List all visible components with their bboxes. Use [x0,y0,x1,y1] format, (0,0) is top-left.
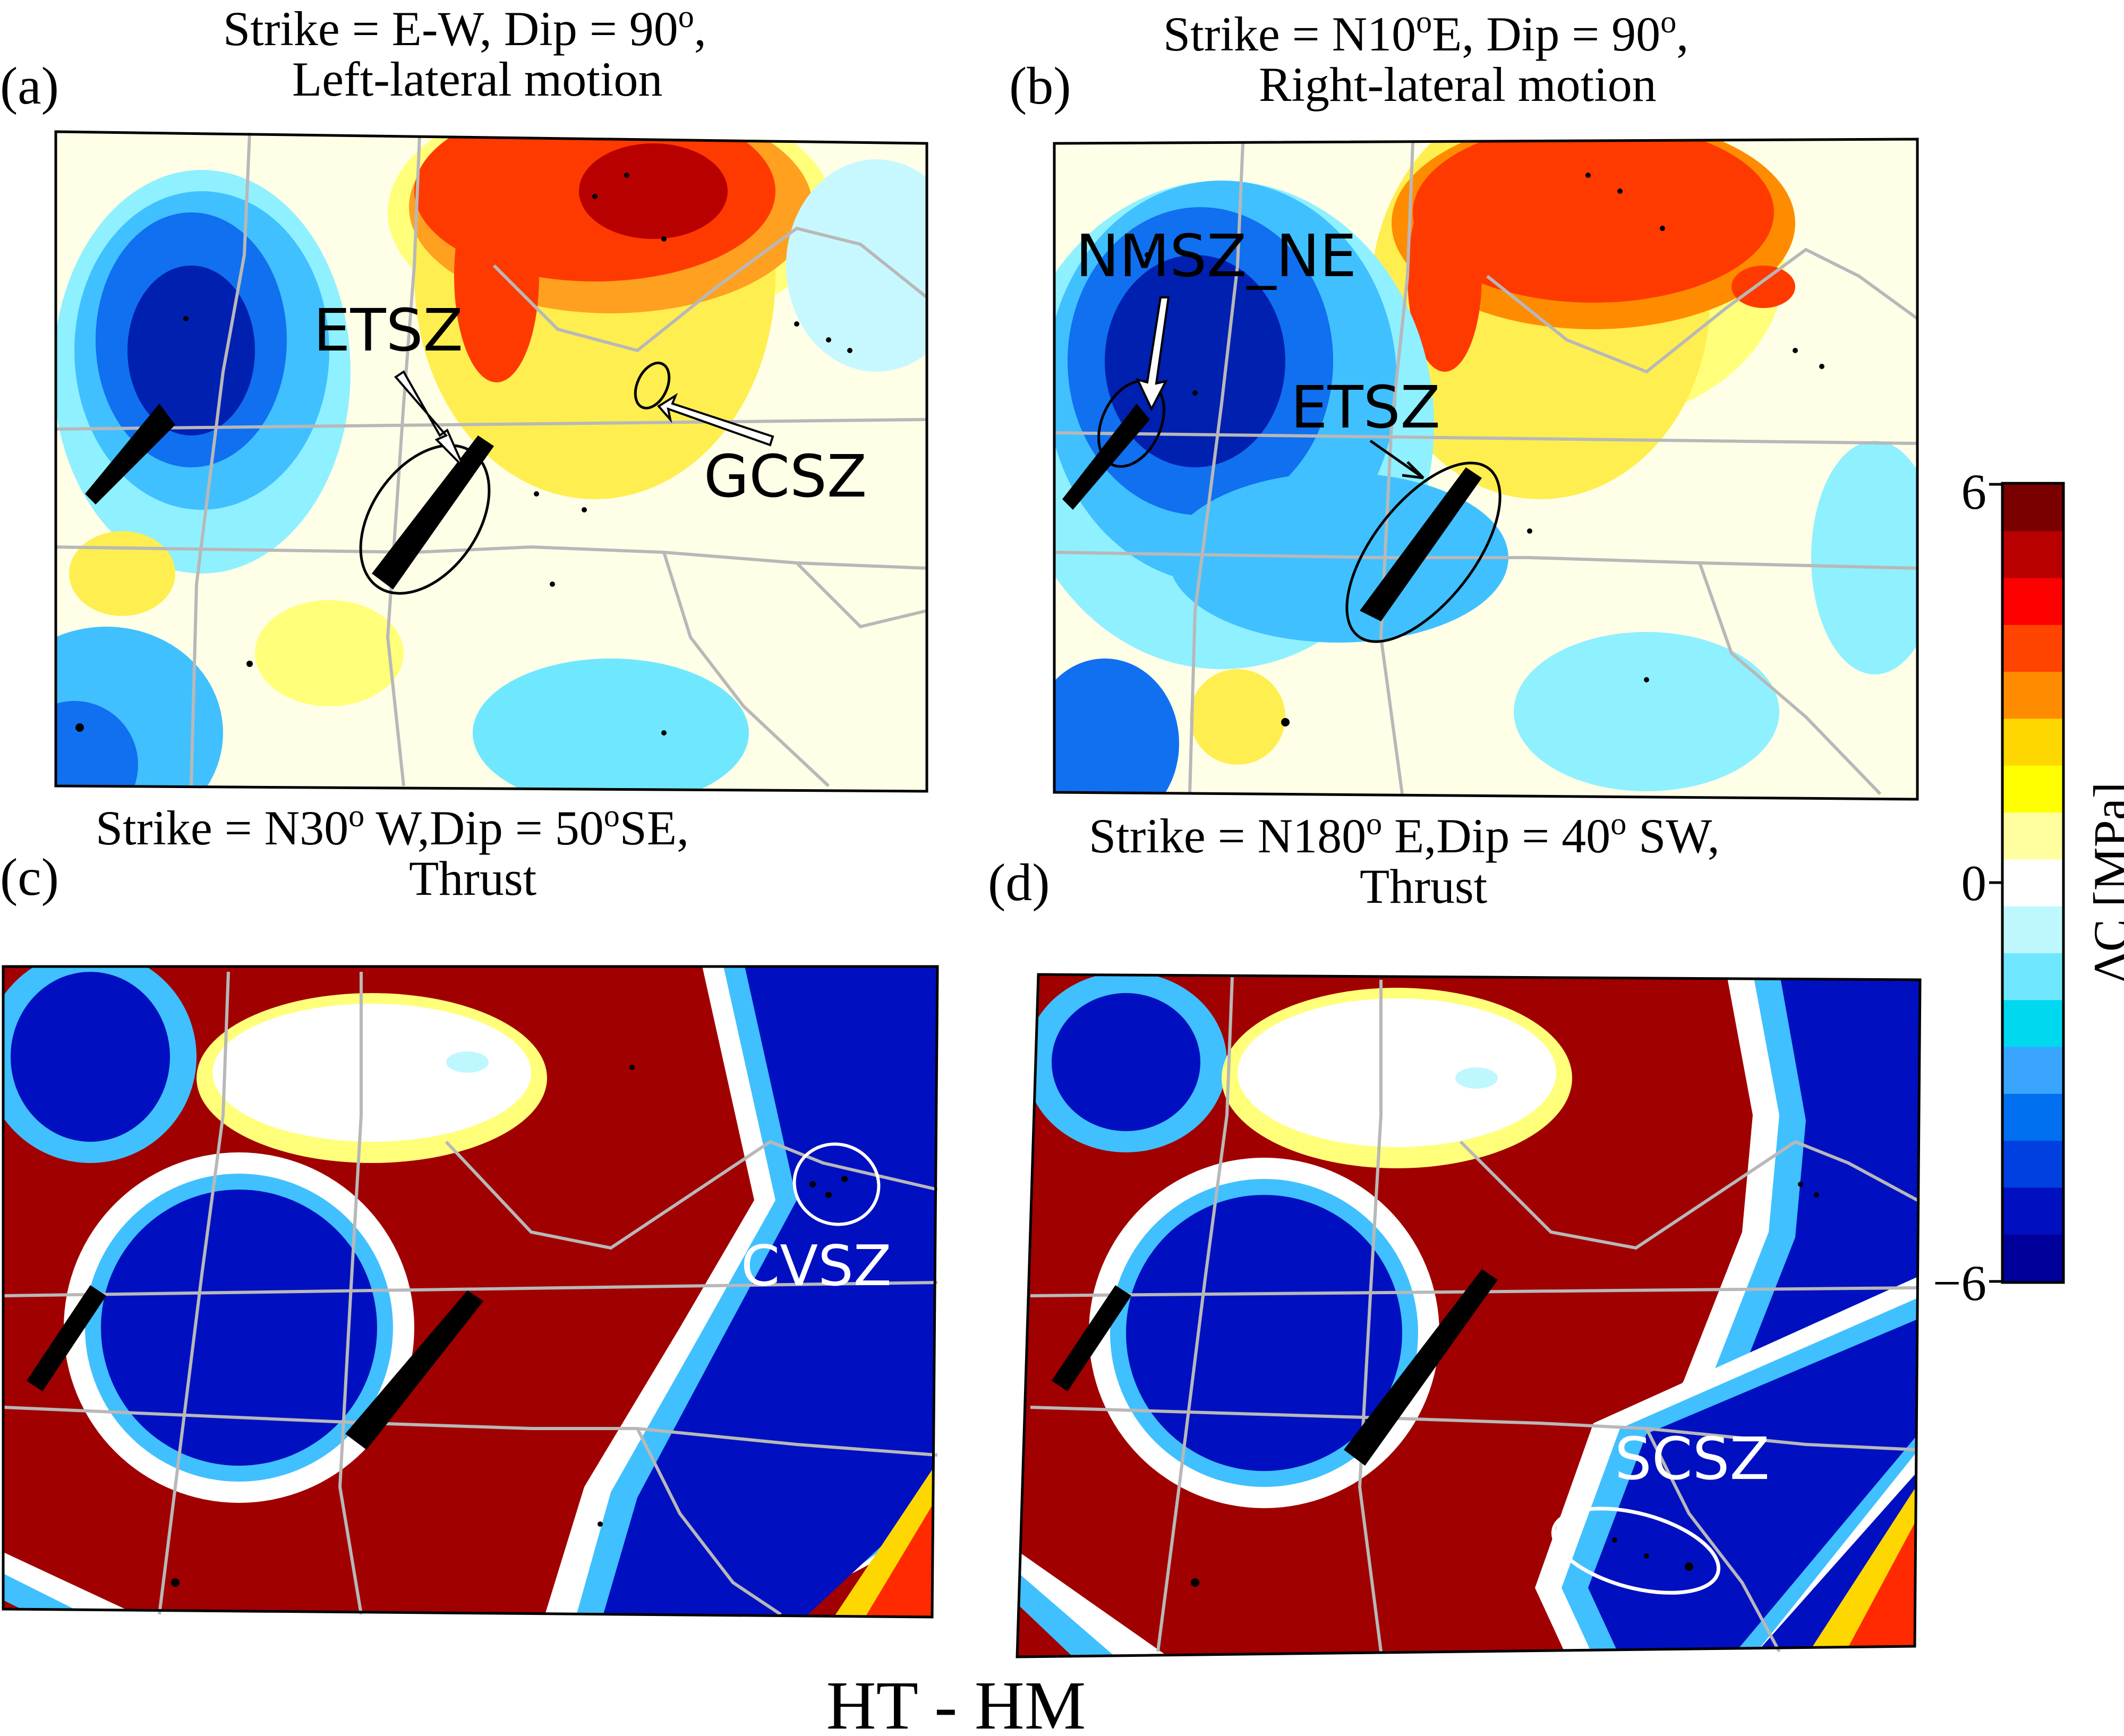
colorbar-tick-zero: 0 [1961,855,1987,911]
colorbar-cell [2002,1093,2063,1141]
label-cvsz: CVSZ [741,1234,892,1298]
panel-a-map [56,132,927,791]
panel-d-borders [1030,977,1918,1653]
panel-a: ETSZ GCSZ (a) Strike = E-W, Dip = 90o, L… [0,0,928,793]
panel-d: SCSZ (d) Strike = N180o E,Dip = 40o SW, … [988,806,1922,1658]
figure-title: HT - HM [826,1667,1086,1736]
colorbar-cell [2002,484,2063,532]
colorbar-cell [2002,578,2063,626]
colorbar-cell [2002,813,2063,860]
colorbar-cell [2002,953,2063,1000]
colorbar-label: ΔC [MPa] [2084,782,2124,984]
panel-d-subtitle: Thrust [1360,859,1488,913]
colorbar-tick-max: 6 [1961,464,1987,520]
panel-b-tag: (b) [1009,56,1071,115]
panel-a-title: Strike = E-W, Dip = 90o, [223,0,706,56]
colorbar-cell [2002,1047,2063,1094]
colorbar-tick-min: −6 [1933,1255,1986,1311]
panel-d-seismicity [1052,1182,1819,1587]
panel-b-subtitle: Right-lateral motion [1259,57,1657,112]
colorbar-cell [2002,625,2063,672]
colorbar-cell [2002,1141,2063,1188]
panel-c-title: Strike = N30o W,Dip = 50oSE, [96,798,689,855]
colorbar-cell [2002,719,2063,766]
colorbar-cell [2002,1234,2063,1282]
label-nmsz-ne: NMSZ_NE [1076,222,1357,290]
panel-a-seismicity [75,173,852,736]
colorbar-cell [2002,765,2063,813]
colorbar-cell [2002,906,2063,954]
label-etsz-a: ETSZ [313,296,463,364]
colorbar-cells [2002,484,2063,1282]
label-etsz-b: ETSZ [1291,373,1440,441]
panel-d-map [1017,974,1920,1657]
colorbar-cell [2002,531,2063,579]
panel-c-borders [3,971,938,1616]
panel-b: NMSZ_NE ETSZ (b) Strike = N10oE, Dip = 9… [1009,4,1919,801]
panel-b-title: Strike = N10oE, Dip = 90o, [1163,4,1688,61]
panel-a-subtitle: Left-lateral motion [292,52,662,106]
panel-c-tag: (c) [0,848,59,907]
panel-c-seismicity [27,1065,848,1587]
label-scsz: SCSZ [1615,1425,1770,1493]
panel-c: CVSZ (c) Strike = N30o W,Dip = 50oSE, Th… [0,798,939,1619]
panel-b-map [1054,139,1917,799]
panel-a-tag: (a) [0,56,59,115]
colorbar-cell [2002,672,2063,719]
colorbar-cell [2002,1187,2063,1235]
panel-d-tag: (d) [988,853,1050,912]
colorbar-cell [2002,859,2063,907]
panel-c-subtitle: Thrust [409,851,537,905]
label-gcsz: GCSZ [704,442,867,510]
colorbar: 6 0 −6 ΔC [MPa] [1933,464,2124,1311]
colorbar-cell [2002,1000,2063,1048]
panel-b-seismicity [1062,173,1824,726]
panel-a-borders [55,132,928,788]
panel-d-title: Strike = N180o E,Dip = 40o SW, [1089,806,1720,863]
panel-b-borders [1054,142,1918,796]
